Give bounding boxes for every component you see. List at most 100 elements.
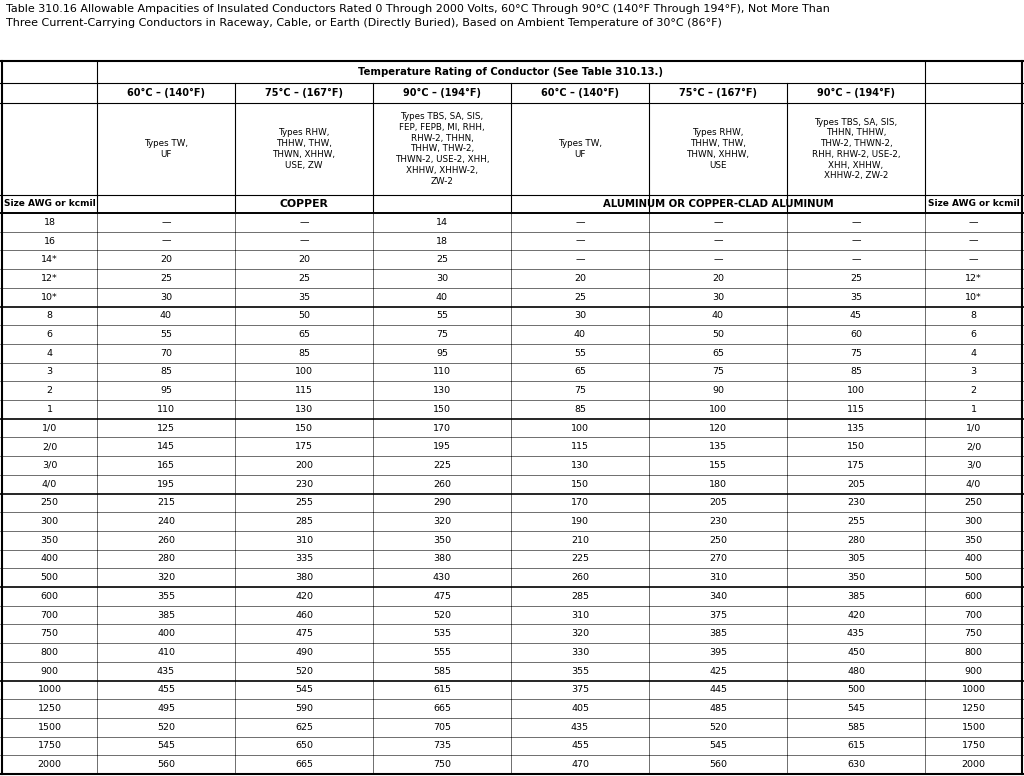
Text: 20: 20 xyxy=(574,274,586,283)
Text: 250: 250 xyxy=(965,498,982,508)
Text: 405: 405 xyxy=(571,704,589,713)
Text: 165: 165 xyxy=(157,461,175,470)
Text: 1750: 1750 xyxy=(962,741,985,750)
Text: 590: 590 xyxy=(295,704,313,713)
Text: 120: 120 xyxy=(709,424,727,432)
Text: 305: 305 xyxy=(847,554,865,563)
Text: 420: 420 xyxy=(847,611,865,619)
Text: 175: 175 xyxy=(847,461,865,470)
Text: 40: 40 xyxy=(574,330,586,339)
Text: 18: 18 xyxy=(436,237,449,245)
Text: 300: 300 xyxy=(965,517,983,526)
Text: Types RHW,
THHW, THW,
THWN, XHHW,
USE: Types RHW, THHW, THW, THWN, XHHW, USE xyxy=(686,128,750,170)
Text: 115: 115 xyxy=(847,405,865,414)
Text: 2000: 2000 xyxy=(962,760,985,769)
Text: 225: 225 xyxy=(433,461,451,470)
Text: —: — xyxy=(851,218,861,227)
Text: 400: 400 xyxy=(41,554,58,563)
Text: —: — xyxy=(714,237,723,245)
Text: 355: 355 xyxy=(571,667,589,676)
Text: 2: 2 xyxy=(46,386,52,395)
Text: 455: 455 xyxy=(157,685,175,695)
Text: 650: 650 xyxy=(295,741,313,750)
Text: 75: 75 xyxy=(712,368,724,376)
Text: 12*: 12* xyxy=(41,274,58,283)
Text: —: — xyxy=(299,218,309,227)
Text: 150: 150 xyxy=(571,480,589,489)
Text: 75°C – (167°F): 75°C – (167°F) xyxy=(265,88,343,98)
Text: 65: 65 xyxy=(712,348,724,358)
Text: 490: 490 xyxy=(295,648,313,657)
Text: 450: 450 xyxy=(847,648,865,657)
Text: 625: 625 xyxy=(295,722,313,732)
Text: 35: 35 xyxy=(850,293,862,302)
Text: 280: 280 xyxy=(847,535,865,545)
Text: 75: 75 xyxy=(850,348,862,358)
Text: 455: 455 xyxy=(571,741,589,750)
Text: 585: 585 xyxy=(847,722,865,732)
Text: 495: 495 xyxy=(157,704,175,713)
Text: 460: 460 xyxy=(295,611,313,619)
Text: 750: 750 xyxy=(41,629,58,638)
Text: 45: 45 xyxy=(850,311,862,320)
Text: 430: 430 xyxy=(433,573,451,582)
Text: 475: 475 xyxy=(433,592,451,601)
Text: 520: 520 xyxy=(709,722,727,732)
Text: 1500: 1500 xyxy=(962,722,985,732)
Text: 255: 255 xyxy=(295,498,313,508)
Text: 65: 65 xyxy=(298,330,310,339)
Text: 230: 230 xyxy=(709,517,727,526)
Text: 150: 150 xyxy=(847,442,865,452)
Text: Size AWG or kcmil: Size AWG or kcmil xyxy=(928,199,1019,209)
Text: 25: 25 xyxy=(850,274,862,283)
Text: 85: 85 xyxy=(298,348,310,358)
Text: 135: 135 xyxy=(709,442,727,452)
Text: 205: 205 xyxy=(847,480,865,489)
Text: 210: 210 xyxy=(571,535,589,545)
Text: 320: 320 xyxy=(433,517,451,526)
Text: 190: 190 xyxy=(571,517,589,526)
Text: 8: 8 xyxy=(46,311,52,320)
Text: 1250: 1250 xyxy=(962,704,985,713)
Text: 150: 150 xyxy=(433,405,451,414)
Text: 75: 75 xyxy=(574,386,586,395)
Text: 205: 205 xyxy=(709,498,727,508)
Text: 335: 335 xyxy=(295,554,313,563)
Text: 60: 60 xyxy=(850,330,862,339)
Text: COPPER: COPPER xyxy=(280,199,329,209)
Text: 1000: 1000 xyxy=(962,685,985,695)
Text: 30: 30 xyxy=(573,311,586,320)
Text: 145: 145 xyxy=(157,442,175,452)
Text: 16: 16 xyxy=(43,237,55,245)
Text: Types TBS, SA, SIS,
FEP, FEPB, MI, RHH,
RHW-2, THHN,
THHW, THW-2,
THWN-2, USE-2,: Types TBS, SA, SIS, FEP, FEPB, MI, RHH, … xyxy=(394,113,489,185)
Text: —: — xyxy=(575,237,585,245)
Text: 115: 115 xyxy=(571,442,589,452)
Text: Table 310.16 Allowable Ampacities of Insulated Conductors Rated 0 Through 2000 V: Table 310.16 Allowable Ampacities of Ins… xyxy=(6,4,829,28)
Text: 215: 215 xyxy=(157,498,175,508)
Text: 630: 630 xyxy=(847,760,865,769)
Text: 50: 50 xyxy=(298,311,310,320)
Text: 350: 350 xyxy=(40,535,58,545)
Text: 350: 350 xyxy=(433,535,451,545)
Text: 18: 18 xyxy=(43,218,55,227)
Text: 300: 300 xyxy=(40,517,58,526)
Text: 55: 55 xyxy=(436,311,449,320)
Text: 350: 350 xyxy=(847,573,865,582)
Text: 6: 6 xyxy=(46,330,52,339)
Text: 705: 705 xyxy=(433,722,451,732)
Text: 240: 240 xyxy=(157,517,175,526)
Text: 665: 665 xyxy=(295,760,313,769)
Text: Types TW,
UF: Types TW, UF xyxy=(144,139,188,159)
Text: 545: 545 xyxy=(847,704,865,713)
Text: 250: 250 xyxy=(709,535,727,545)
Text: 10*: 10* xyxy=(966,293,982,302)
Text: 40: 40 xyxy=(712,311,724,320)
Text: 90: 90 xyxy=(712,386,724,395)
Text: 470: 470 xyxy=(571,760,589,769)
Text: 1750: 1750 xyxy=(38,741,61,750)
Text: 385: 385 xyxy=(709,629,727,638)
Text: 260: 260 xyxy=(157,535,175,545)
Text: 410: 410 xyxy=(157,648,175,657)
Text: 1000: 1000 xyxy=(38,685,61,695)
Text: —: — xyxy=(299,237,309,245)
